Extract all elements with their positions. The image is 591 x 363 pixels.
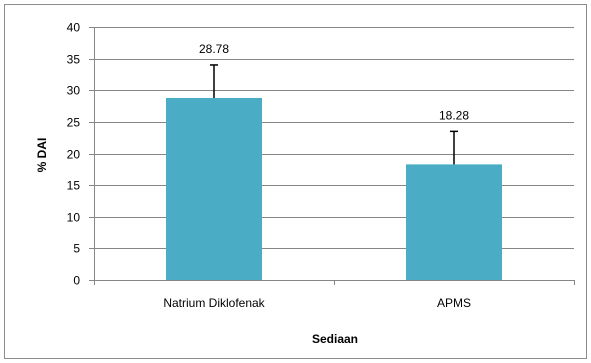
bar bbox=[166, 97, 262, 281]
x-tick-label: Natrium Diklofenak bbox=[163, 296, 265, 310]
y-tick-label: 30 bbox=[67, 84, 81, 98]
y-tick-label: 15 bbox=[67, 179, 81, 193]
x-tick-labels: Natrium Diklofenak APMS bbox=[163, 296, 471, 310]
y-tick-labels: 0 5 10 15 20 25 30 35 40 bbox=[67, 21, 81, 288]
x-tick-label: APMS bbox=[437, 296, 471, 310]
y-tick-label: 10 bbox=[67, 211, 81, 225]
y-tick-label: 0 bbox=[73, 274, 80, 288]
error-bars bbox=[210, 64, 458, 165]
x-axis-title: Sediaan bbox=[312, 332, 358, 346]
y-tick-label: 35 bbox=[67, 53, 81, 67]
data-labels: 28.78 18.28 bbox=[199, 42, 469, 122]
data-label: 28.78 bbox=[199, 42, 229, 56]
bar bbox=[406, 164, 502, 280]
bars bbox=[166, 97, 502, 281]
y-tick-label: 40 bbox=[67, 21, 81, 35]
axes bbox=[94, 27, 574, 281]
y-tick-label: 20 bbox=[67, 148, 81, 162]
y-axis-title: % DAI bbox=[35, 138, 49, 173]
data-label: 18.28 bbox=[439, 108, 469, 122]
y-tick-label: 25 bbox=[67, 116, 81, 130]
y-tick-label: 5 bbox=[73, 242, 80, 256]
